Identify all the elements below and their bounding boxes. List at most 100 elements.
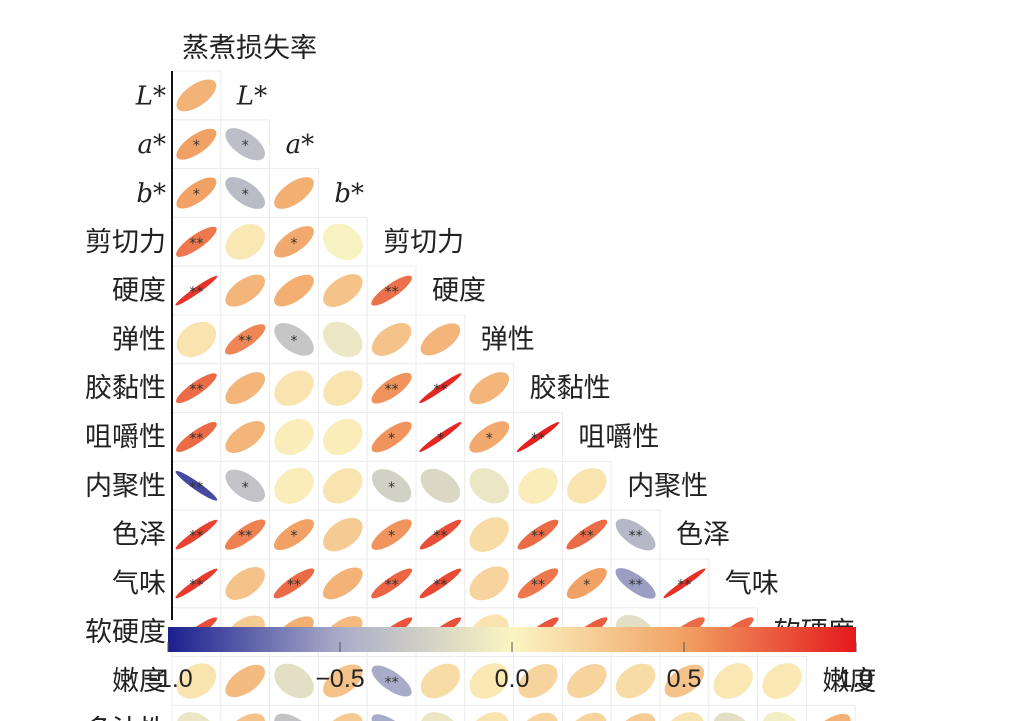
row-label: 气味 <box>112 568 166 599</box>
column-label: b* <box>334 179 364 209</box>
significance-marker: ** <box>433 529 447 545</box>
significance-marker: ** <box>580 529 594 545</box>
row-label: 弹性 <box>112 324 166 355</box>
column-label: L* <box>236 81 267 111</box>
correlation-ellipse <box>225 274 266 307</box>
significance-marker: ** <box>238 529 252 545</box>
correlation-ellipse <box>225 420 266 454</box>
correlation-ellipse <box>225 324 266 355</box>
column-label: a* <box>286 130 315 160</box>
significance-marker: * <box>242 187 249 203</box>
column-label: 嫩度 <box>822 666 876 697</box>
significance-marker: * <box>291 236 298 252</box>
correlation-ellipse <box>225 566 265 600</box>
correlation-ellipse <box>274 418 314 456</box>
correlation-ellipse <box>175 470 218 501</box>
correlation-ellipse <box>225 177 266 209</box>
correlation-ellipse <box>420 663 461 699</box>
significance-marker: ** <box>629 577 643 593</box>
colorbar-tick-label: 1.0 <box>839 665 874 693</box>
correlation-ellipse <box>419 422 462 452</box>
correlation-ellipse <box>322 567 363 600</box>
correlation-ellipse <box>713 663 753 699</box>
significance-marker: ** <box>189 577 203 593</box>
correlation-ellipse <box>274 467 314 504</box>
correlation-ellipse <box>469 468 509 504</box>
row-label: 胶黏性 <box>85 373 166 404</box>
correlation-ellipse <box>371 568 413 599</box>
correlation-ellipse <box>420 468 461 503</box>
significance-marker: * <box>193 187 200 203</box>
correlation-ellipse <box>371 665 412 697</box>
significance-marker: ** <box>433 382 447 398</box>
correlation-ellipse <box>615 568 656 599</box>
correlation-ellipse <box>567 663 607 699</box>
significance-marker: ** <box>385 382 399 398</box>
correlation-ellipse <box>517 568 559 599</box>
column-label: 剪切力 <box>383 227 464 258</box>
correlation-ellipse <box>371 275 412 306</box>
significance-marker: ** <box>189 480 203 496</box>
significance-marker: * <box>437 431 444 447</box>
grid-cell <box>171 363 222 414</box>
correlation-ellipse <box>274 177 314 209</box>
correlation-ellipse <box>518 663 558 699</box>
column-label: 咀嚼性 <box>578 422 659 453</box>
row-label: 嫩度 <box>112 666 166 697</box>
correlation-ellipse <box>274 323 314 356</box>
correlation-ellipse <box>176 663 217 699</box>
significance-marker: ** <box>385 285 399 301</box>
significance-marker: * <box>486 431 493 447</box>
correlation-ellipse <box>518 467 558 504</box>
correlation-ellipse <box>323 468 363 504</box>
row-label: 内聚性 <box>85 471 166 502</box>
correlation-ellipse <box>516 421 560 453</box>
correlation-ellipse <box>224 519 266 550</box>
row-label: 咀嚼性 <box>85 422 166 453</box>
significance-marker: * <box>291 333 298 349</box>
correlation-ellipse <box>566 519 608 550</box>
correlation-ellipse <box>615 518 656 551</box>
correlation-ellipse <box>225 664 265 698</box>
grid-layer <box>171 70 856 721</box>
correlation-ellipse <box>469 566 509 601</box>
significance-marker: ** <box>629 529 643 545</box>
row-label: 色泽 <box>112 520 166 551</box>
significance-marker: * <box>583 577 590 593</box>
correlation-ellipse <box>176 79 217 112</box>
significance-marker: ** <box>531 577 545 593</box>
correlation-ellipse <box>371 519 412 550</box>
correlation-ellipse <box>371 322 412 356</box>
correlation-ellipse <box>469 372 510 405</box>
column-label: 弹性 <box>481 324 535 355</box>
correlation-ellipse <box>176 373 217 404</box>
significance-marker: * <box>242 480 249 496</box>
significance-marker: ** <box>189 285 203 301</box>
correlation-ellipse <box>420 323 461 356</box>
colorbar-tick-label: 0.0 <box>495 665 530 693</box>
significance-marker: ** <box>531 529 545 545</box>
correlation-ellipse <box>176 177 217 209</box>
significance-marker: ** <box>238 333 252 349</box>
significance-marker: ** <box>189 236 203 252</box>
correlation-ellipse <box>274 519 314 551</box>
column-label: 内聚性 <box>627 471 708 502</box>
correlation-ellipse <box>517 519 559 550</box>
row-label: 硬度 <box>112 276 166 307</box>
correlation-ellipse <box>615 663 656 699</box>
row-label: 剪切力 <box>85 227 166 258</box>
correlation-ellipse <box>225 469 265 502</box>
correlation-ellipse <box>273 568 315 599</box>
correlation-ellipse <box>469 421 510 453</box>
significance-marker: ** <box>433 577 447 593</box>
correlation-ellipse <box>419 568 462 599</box>
correlation-ellipse <box>175 519 218 550</box>
significance-marker: ** <box>189 529 203 545</box>
colorbar-tick-label: 0.5 <box>667 665 702 693</box>
correlation-ellipse <box>176 321 217 358</box>
colorbar-ticks: −1.0 −0.5 0.0 0.5 1.0 <box>143 642 873 693</box>
significance-marker: * <box>291 529 298 545</box>
correlation-ellipse <box>371 469 412 503</box>
